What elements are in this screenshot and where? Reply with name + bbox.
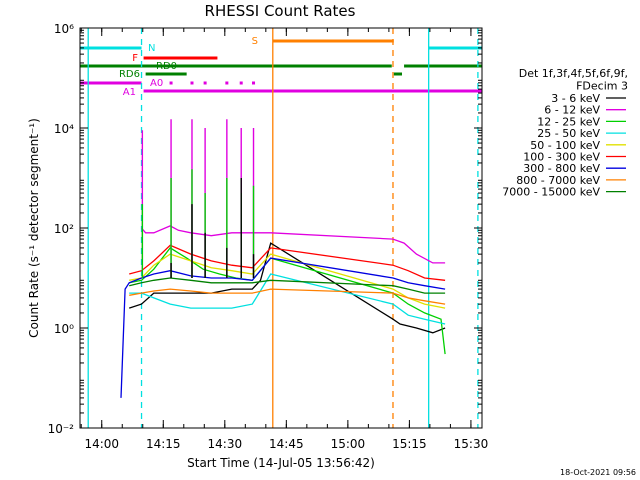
y-tick-label: 10⁻² [48,422,75,436]
series-line [141,225,446,264]
x-tick-label: 15:00 [331,437,366,451]
flag-label-a1: A1 [123,87,136,98]
plot-frame [79,27,483,429]
date-stamp: 18-Oct-2021 09:56 [560,468,636,477]
flag-dot-a0 [225,81,229,85]
flag-dot-a0 [252,81,256,85]
series-line [129,277,446,294]
x-tick-label: 14:00 [84,437,119,451]
legend-title-line: FDecim 3 [576,80,628,93]
flag-label-f: F [132,53,138,64]
chart-title: RHESSI Count Rates [205,2,356,20]
legend: Det 1f,3f,4f,5f,6f,9f,FDecim 33 - 6 keV6… [502,67,628,199]
flag-dot-a0 [239,81,243,85]
flag-dot-a0 [169,81,173,85]
legend-entry-label: 100 - 300 keV [523,151,600,164]
flag-label-n: N [148,43,155,54]
x-tick-label: 15:15 [392,437,427,451]
x-tick-label: 14:30 [208,437,243,451]
series-line [129,273,446,325]
flag-label-a0: A0 [150,78,163,89]
flag-label-rd6: RD6 [119,69,140,80]
series-line [129,244,446,281]
legend-entry-label: 7000 - 15000 keV [502,186,600,199]
flag-label-rd0: RD0 [156,61,177,72]
series-line [129,288,446,305]
legend-entry-label: 25 - 50 keV [537,127,600,140]
y-tick-label: 10⁰ [54,322,74,336]
y-tick-label: 10⁴ [54,122,74,136]
y-axis-label: Count Rate (s⁻¹ detector segment⁻¹) [27,118,41,338]
y-tick-label: 10⁶ [54,22,74,36]
x-tick-label: 15:30 [454,437,489,451]
flag-label-s: S [252,36,258,47]
legend-entry-label: 50 - 100 keV [530,139,600,152]
x-tick-label: 14:15 [146,437,181,451]
legend-entry-label: 12 - 25 keV [537,115,600,128]
series-line [129,247,446,355]
legend-entry-label: 3 - 6 keV [551,92,600,105]
legend-title-line: Det 1f,3f,4f,5f,6f,9f, [519,67,628,80]
series-line [120,257,446,398]
legend-entry-label: 800 - 7000 keV [516,174,600,187]
flag-dot-a0 [203,81,207,85]
series-line [128,242,446,334]
flag-dot-a0 [190,81,194,85]
legend-entry-label: 6 - 12 keV [544,104,600,117]
legend-entry-label: 300 - 800 keV [523,162,600,175]
x-tick-label: 14:45 [269,437,304,451]
x-axis-label: Start Time (14-Jul-05 13:56:42) [187,456,375,470]
y-tick-label: 10² [54,222,74,236]
